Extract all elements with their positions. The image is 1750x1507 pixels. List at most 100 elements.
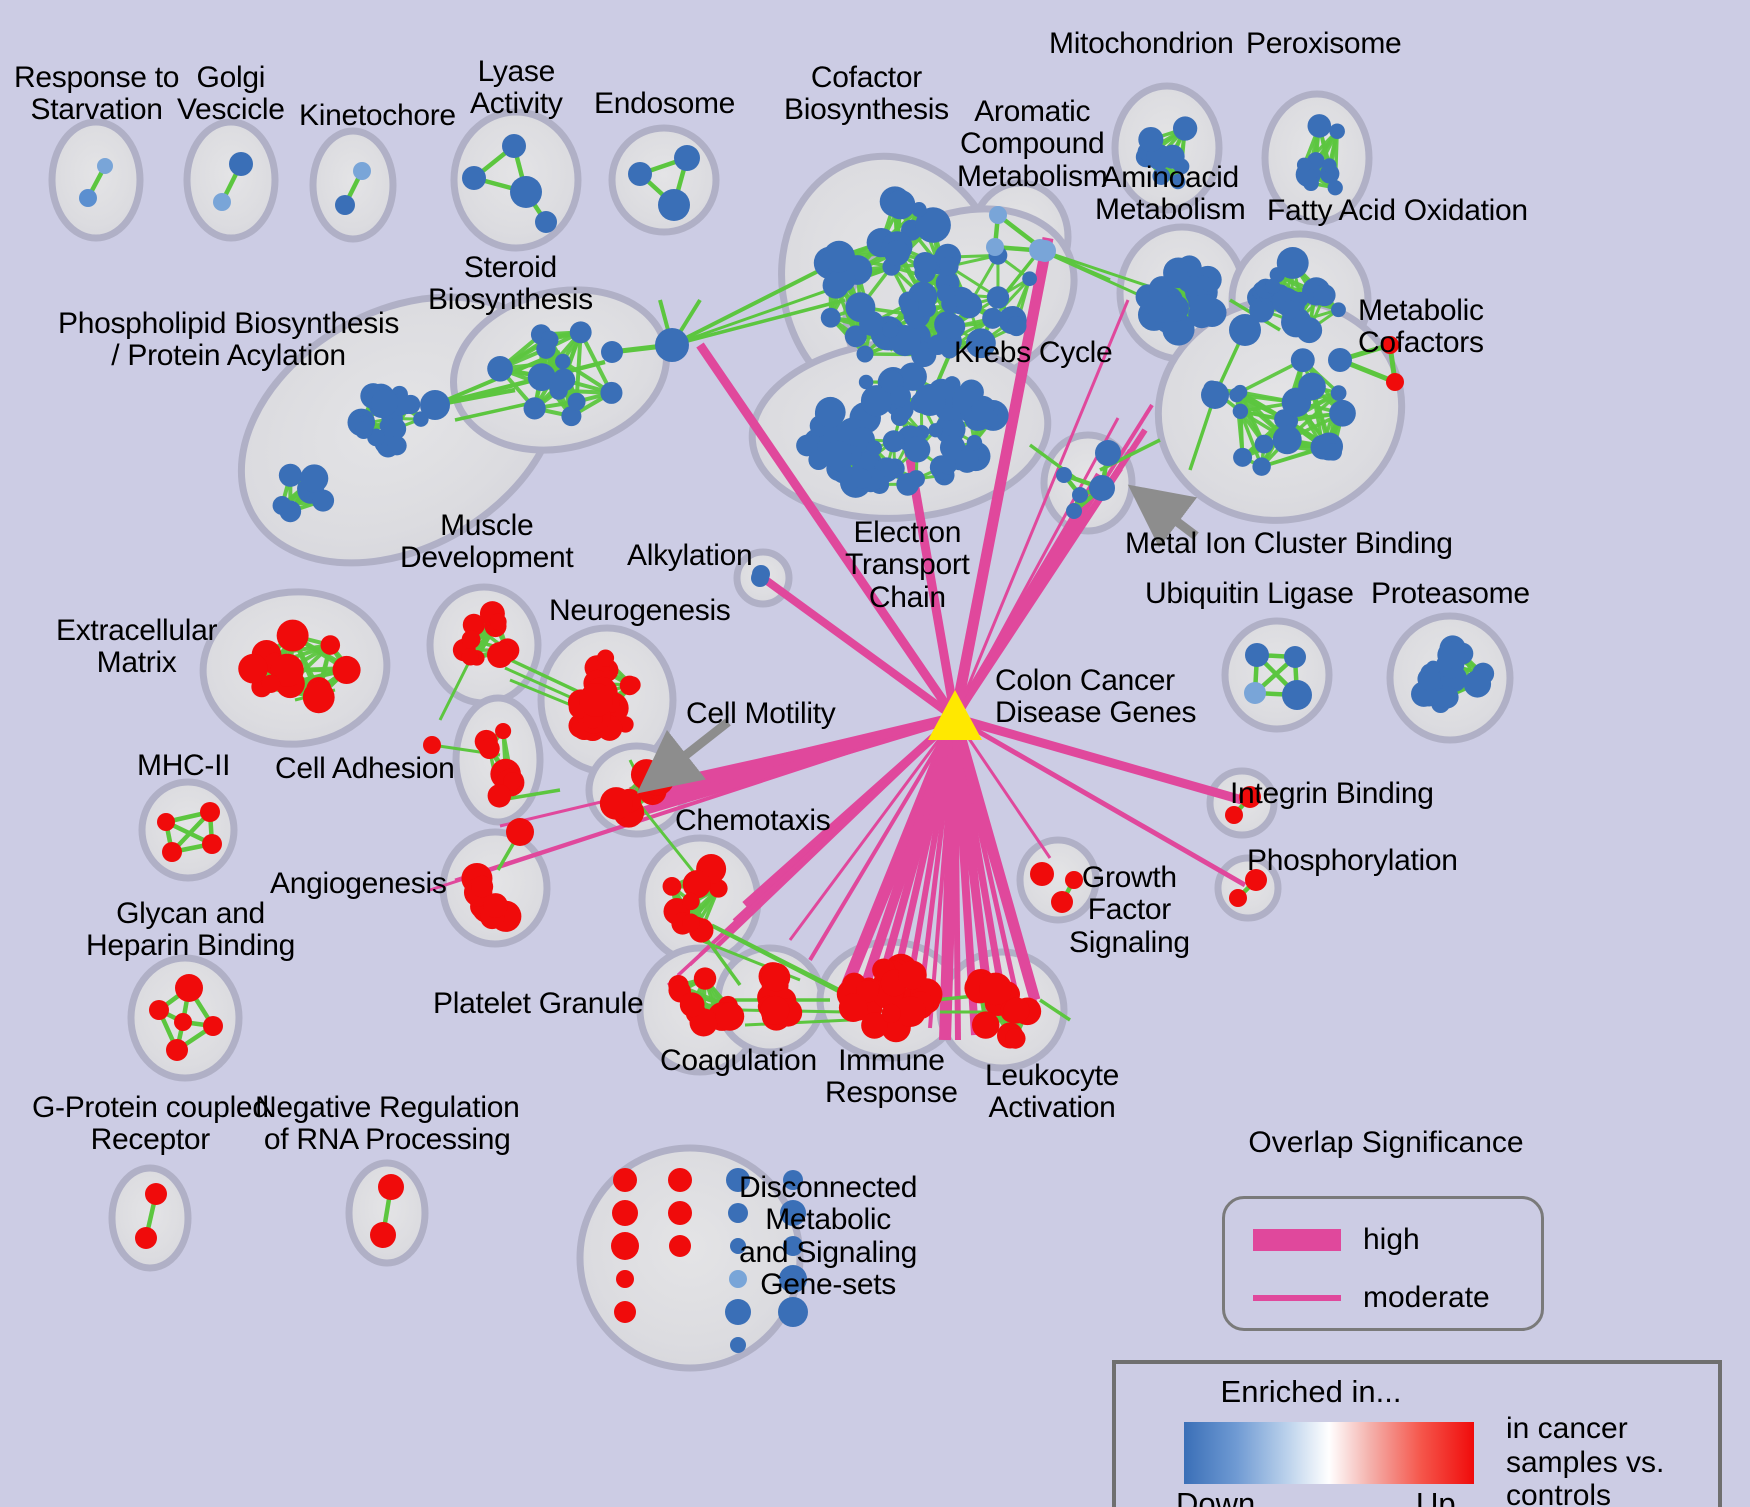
gene-set-node[interactable] — [555, 353, 571, 370]
gene-set-node[interactable] — [898, 362, 927, 391]
gene-set-node[interactable] — [535, 211, 557, 233]
gene-set-node[interactable] — [1329, 399, 1356, 427]
gene-set-node[interactable] — [1313, 284, 1336, 307]
gene-set-node[interactable] — [1254, 434, 1274, 454]
gene-set-node[interactable] — [613, 1168, 637, 1192]
gene-set-node[interactable] — [1433, 688, 1452, 708]
gene-set-node[interactable] — [1249, 297, 1275, 323]
gene-set-node[interactable] — [202, 834, 222, 854]
gene-set-node[interactable] — [400, 394, 421, 415]
gene-set-node[interactable] — [668, 1168, 692, 1192]
gene-set-node[interactable] — [1232, 403, 1249, 420]
gene-set-node[interactable] — [200, 802, 220, 822]
gene-set-node[interactable] — [1201, 381, 1229, 409]
gene-set-node[interactable] — [1463, 670, 1492, 698]
gene-set-node[interactable] — [1420, 688, 1438, 707]
gene-set-node[interactable] — [725, 1299, 751, 1325]
gene-set-node[interactable] — [97, 158, 113, 174]
gene-set-node[interactable] — [1225, 806, 1243, 824]
gene-set-node[interactable] — [715, 1001, 745, 1031]
gene-set-node[interactable] — [536, 339, 556, 359]
gene-set-node[interactable] — [728, 1203, 748, 1223]
gene-set-node[interactable] — [913, 251, 937, 276]
gene-set-node[interactable] — [845, 292, 876, 323]
gene-set-node[interactable] — [971, 1011, 1000, 1039]
gene-set-node[interactable] — [1233, 447, 1253, 467]
gene-set-node[interactable] — [783, 1170, 803, 1190]
gene-set-node[interactable] — [166, 1039, 188, 1061]
gene-set-node[interactable] — [808, 449, 829, 471]
gene-set-node[interactable] — [1229, 889, 1247, 907]
gene-set-node[interactable] — [1232, 384, 1248, 400]
gene-set-node[interactable] — [1003, 997, 1030, 1024]
gene-set-node[interactable] — [1331, 302, 1346, 318]
gene-set-node[interactable] — [1051, 891, 1073, 913]
gene-set-node[interactable] — [730, 1337, 746, 1353]
gene-set-node[interactable] — [1162, 313, 1195, 346]
gene-set-node[interactable] — [1152, 167, 1171, 185]
gene-set-node[interactable] — [1138, 126, 1164, 153]
gene-set-node[interactable] — [162, 842, 182, 862]
gene-set-node[interactable] — [1163, 258, 1188, 283]
gene-set-node[interactable] — [612, 1200, 638, 1226]
gene-set-node[interactable] — [965, 328, 996, 359]
gene-set-node[interactable] — [371, 389, 399, 417]
gene-set-node[interactable] — [461, 630, 481, 649]
gene-set-node[interactable] — [527, 363, 556, 392]
gene-set-node[interactable] — [503, 772, 522, 791]
gene-set-node[interactable] — [682, 892, 700, 911]
gene-set-node[interactable] — [844, 325, 867, 348]
gene-set-node[interactable] — [1296, 317, 1323, 344]
gene-set-node[interactable] — [261, 674, 281, 693]
gene-set-node[interactable] — [915, 207, 951, 243]
gene-set-node[interactable] — [335, 195, 355, 215]
gene-set-node[interactable] — [907, 470, 925, 488]
gene-set-node[interactable] — [596, 649, 615, 667]
gene-set-node[interactable] — [149, 1000, 169, 1020]
gene-set-node[interactable] — [780, 1200, 806, 1226]
gene-set-node[interactable] — [384, 417, 407, 440]
gene-set-node[interactable] — [157, 813, 175, 831]
gene-set-node[interactable] — [881, 1003, 901, 1024]
gene-set-node[interactable] — [658, 189, 690, 221]
gene-set-node[interactable] — [655, 328, 689, 362]
gene-set-node[interactable] — [796, 434, 818, 457]
gene-set-node[interactable] — [1056, 467, 1072, 483]
gene-set-node[interactable] — [1072, 487, 1088, 503]
gene-set-node[interactable] — [1239, 786, 1261, 808]
gene-set-node[interactable] — [1160, 144, 1185, 169]
gene-set-node[interactable] — [423, 736, 441, 754]
gene-set-node[interactable] — [600, 381, 623, 404]
gene-set-node[interactable] — [1386, 373, 1404, 391]
gene-set-node[interactable] — [861, 1012, 888, 1039]
gene-set-node[interactable] — [1172, 116, 1198, 141]
gene-set-node[interactable] — [900, 298, 919, 317]
gene-set-node[interactable] — [552, 368, 576, 392]
gene-set-node[interactable] — [462, 613, 485, 636]
gene-set-node[interactable] — [599, 787, 633, 820]
gene-set-node[interactable] — [986, 286, 1010, 309]
gene-set-node[interactable] — [1280, 300, 1300, 320]
gene-set-node[interactable] — [332, 655, 361, 685]
gene-set-node[interactable] — [487, 642, 513, 668]
gene-set-node[interactable] — [174, 1013, 192, 1031]
gene-set-node[interactable] — [502, 134, 526, 158]
gene-set-node[interactable] — [856, 345, 874, 363]
gene-set-node[interactable] — [860, 385, 893, 417]
hub-node[interactable] — [928, 690, 982, 740]
gene-set-node[interactable] — [1307, 152, 1325, 170]
gene-set-node[interactable] — [897, 960, 927, 990]
gene-set-node[interactable] — [939, 256, 959, 276]
gene-set-node[interactable] — [1282, 680, 1312, 710]
gene-set-node[interactable] — [940, 314, 966, 340]
gene-set-node[interactable] — [823, 440, 852, 469]
gene-set-node[interactable] — [1264, 278, 1281, 295]
gene-set-node[interactable] — [611, 1232, 639, 1260]
gene-set-node[interactable] — [276, 619, 309, 652]
gene-set-node[interactable] — [866, 440, 882, 457]
gene-set-node[interactable] — [1324, 443, 1343, 461]
gene-set-node[interactable] — [955, 292, 983, 319]
gene-set-node[interactable] — [1029, 239, 1051, 261]
gene-set-node[interactable] — [353, 162, 371, 180]
gene-set-node[interactable] — [682, 870, 711, 899]
